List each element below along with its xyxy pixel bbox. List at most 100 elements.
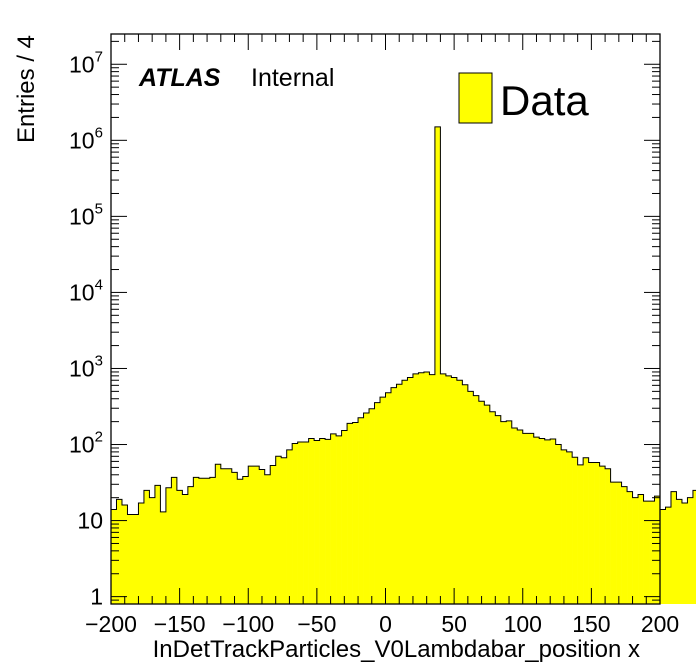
histogram-bar: [111, 509, 117, 604]
x-tick-label: −200: [85, 611, 137, 637]
y-tick-label: 107: [69, 48, 103, 77]
histogram-bar: [165, 487, 172, 604]
histogram-bar: [336, 435, 342, 604]
histogram-bar: [380, 397, 386, 604]
histogram-bar: [116, 499, 123, 604]
histogram-bar: [572, 457, 578, 604]
histogram-bar: [681, 503, 688, 604]
histogram-bar: [649, 501, 655, 604]
histogram-bar: [544, 439, 551, 604]
histogram-bar: [412, 373, 419, 604]
internal-label: Internal: [251, 64, 334, 92]
histogram-bar: [511, 427, 518, 604]
histogram-bar: [341, 430, 348, 604]
histogram-bar: [610, 482, 617, 604]
histogram-bar: [555, 444, 562, 604]
histogram-bar: [583, 457, 589, 604]
histogram-bar: [237, 479, 244, 604]
histogram-bar: [209, 477, 216, 604]
histogram-bar: [242, 476, 249, 604]
histogram-bar: [621, 486, 628, 604]
histogram-bar: [330, 433, 337, 604]
histogram-bar: [638, 494, 644, 604]
histogram-bar: [281, 457, 287, 604]
histogram-bar: [467, 391, 474, 604]
legend-swatch: [458, 72, 493, 124]
histogram-bar: [176, 490, 183, 604]
histogram-bar: [539, 438, 546, 604]
histogram-bar: [171, 477, 178, 604]
x-tick-label: −100: [222, 611, 274, 637]
histogram-bar: [429, 374, 436, 604]
histogram-bar: [528, 433, 535, 604]
histogram-bar: [204, 478, 211, 604]
histogram-bar: [138, 503, 145, 604]
histogram-bar: [451, 377, 458, 604]
histogram-bar: [297, 441, 304, 604]
histogram-bar: [248, 466, 255, 604]
y-tick-label: 102: [69, 429, 103, 458]
x-tick-labels: −200 −150 −100 −50 0 50 100 150 200: [85, 611, 679, 637]
histogram-bar: [374, 402, 381, 604]
histogram-bar: [423, 371, 430, 604]
histogram-bar: [226, 468, 233, 604]
histogram-bar: [286, 449, 293, 604]
histogram-bar: [561, 449, 567, 604]
histogram-bar: [407, 377, 414, 604]
histogram-bar: [215, 464, 222, 604]
histogram-bar: [385, 392, 392, 604]
histogram-bar: [127, 514, 134, 604]
x-tick-label: −50: [297, 611, 336, 637]
y-axis-title: Entries / 4: [13, 35, 40, 143]
histogram-bar: [456, 380, 463, 604]
histogram-bar: [473, 395, 480, 604]
histogram-bar: [319, 438, 326, 604]
histogram-bar: [616, 482, 622, 604]
histogram-bar: [665, 507, 672, 604]
histogram-bar: [390, 387, 397, 604]
y-tick-label: 1: [90, 584, 103, 610]
histogram-bar: [275, 456, 282, 604]
histogram-bar: [495, 415, 502, 604]
histogram-bar: [462, 384, 469, 604]
histogram-bar: [660, 509, 666, 604]
histogram-bar: [303, 441, 309, 604]
histogram-bar: [599, 466, 606, 604]
histogram-bar: [369, 408, 375, 604]
histogram-bar: [401, 380, 408, 604]
histogram-bar: [588, 462, 595, 604]
x-tick-label: 0: [379, 611, 392, 637]
histogram-bar: [500, 421, 507, 604]
axis-ticks: [110, 34, 661, 605]
histogram-bar: [670, 491, 677, 604]
histogram-bar: [325, 439, 331, 604]
histogram-bar: [692, 490, 696, 604]
histogram-outline: [110, 126, 696, 604]
histogram-bar: [143, 490, 150, 604]
histogram-bar: [352, 422, 359, 604]
histogram-bar: [220, 468, 227, 604]
histogram-bar: [132, 514, 139, 604]
x-tick-label: 100: [504, 611, 542, 637]
histogram-bar: [489, 411, 496, 604]
histogram-bar: [434, 126, 441, 604]
histogram-bar: [506, 420, 513, 604]
histogram-bar: [687, 497, 694, 604]
histogram-bar: [259, 469, 266, 604]
y-tick-label: 10: [77, 508, 103, 534]
x-axis-title: InDetTrackParticles_V0Lambdabar_position…: [153, 636, 640, 663]
histogram-bar: [396, 384, 403, 604]
histogram-bar: [627, 491, 633, 604]
histogram-bar: [187, 486, 194, 604]
histogram-bar: [566, 451, 573, 604]
histogram-bar: [445, 375, 452, 604]
histogram-bar: [643, 501, 650, 604]
y-tick-label: 104: [69, 276, 103, 305]
histogram-bar: [198, 478, 205, 604]
histogram-bar: [160, 511, 167, 604]
x-tick-label: 150: [572, 611, 610, 637]
histogram-bar: [264, 474, 271, 604]
histogram-bar: [308, 438, 315, 604]
histogram-bar: [440, 373, 447, 604]
